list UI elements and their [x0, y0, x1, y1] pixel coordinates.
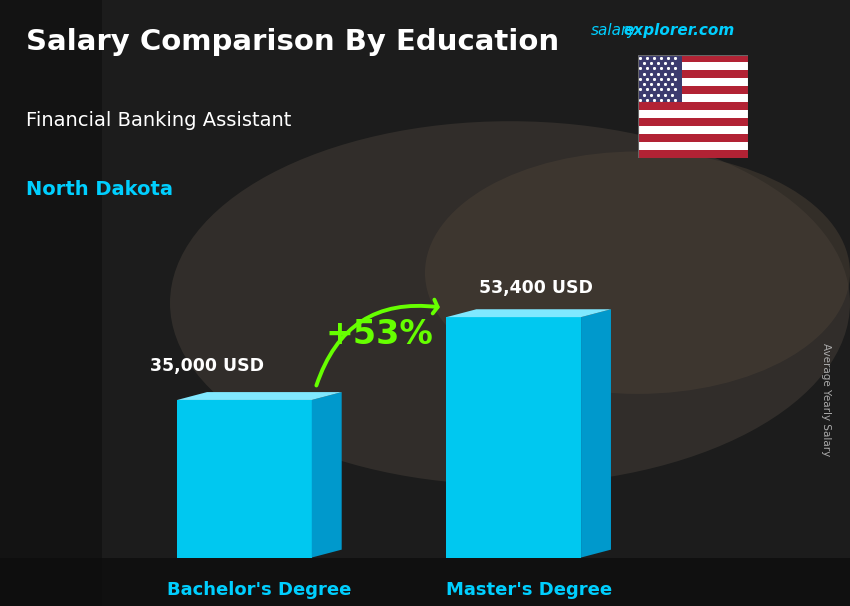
Bar — [446, 317, 581, 558]
Bar — [638, 118, 748, 126]
Bar — [177, 400, 312, 558]
Text: +53%: +53% — [326, 318, 433, 351]
Bar — [0, 558, 850, 606]
Text: Salary Comparison By Education: Salary Comparison By Education — [26, 28, 558, 56]
Bar — [0, 0, 102, 606]
Ellipse shape — [425, 152, 850, 394]
Text: Financial Banking Assistant: Financial Banking Assistant — [26, 110, 291, 130]
Bar — [638, 134, 748, 142]
Polygon shape — [446, 309, 611, 317]
Text: North Dakota: North Dakota — [26, 179, 173, 199]
Bar — [638, 55, 682, 102]
Bar — [638, 150, 748, 158]
Ellipse shape — [170, 121, 850, 485]
Bar — [638, 62, 748, 70]
Polygon shape — [581, 309, 611, 558]
Text: 53,400 USD: 53,400 USD — [479, 279, 593, 297]
Bar — [638, 126, 748, 134]
Bar — [638, 102, 748, 110]
Bar — [638, 78, 748, 86]
Text: 35,000 USD: 35,000 USD — [150, 357, 264, 375]
Bar — [638, 142, 748, 150]
Bar — [638, 94, 748, 102]
Bar — [638, 86, 748, 94]
Text: explorer.com: explorer.com — [623, 23, 734, 38]
Text: salary: salary — [591, 23, 637, 38]
Polygon shape — [177, 392, 342, 400]
Polygon shape — [312, 392, 342, 558]
Bar — [638, 55, 748, 62]
Text: Average Yearly Salary: Average Yearly Salary — [821, 344, 831, 456]
Text: Master's Degree: Master's Degree — [445, 581, 612, 599]
Bar — [638, 70, 748, 78]
Bar — [638, 110, 748, 118]
Text: Bachelor's Degree: Bachelor's Degree — [167, 581, 352, 599]
